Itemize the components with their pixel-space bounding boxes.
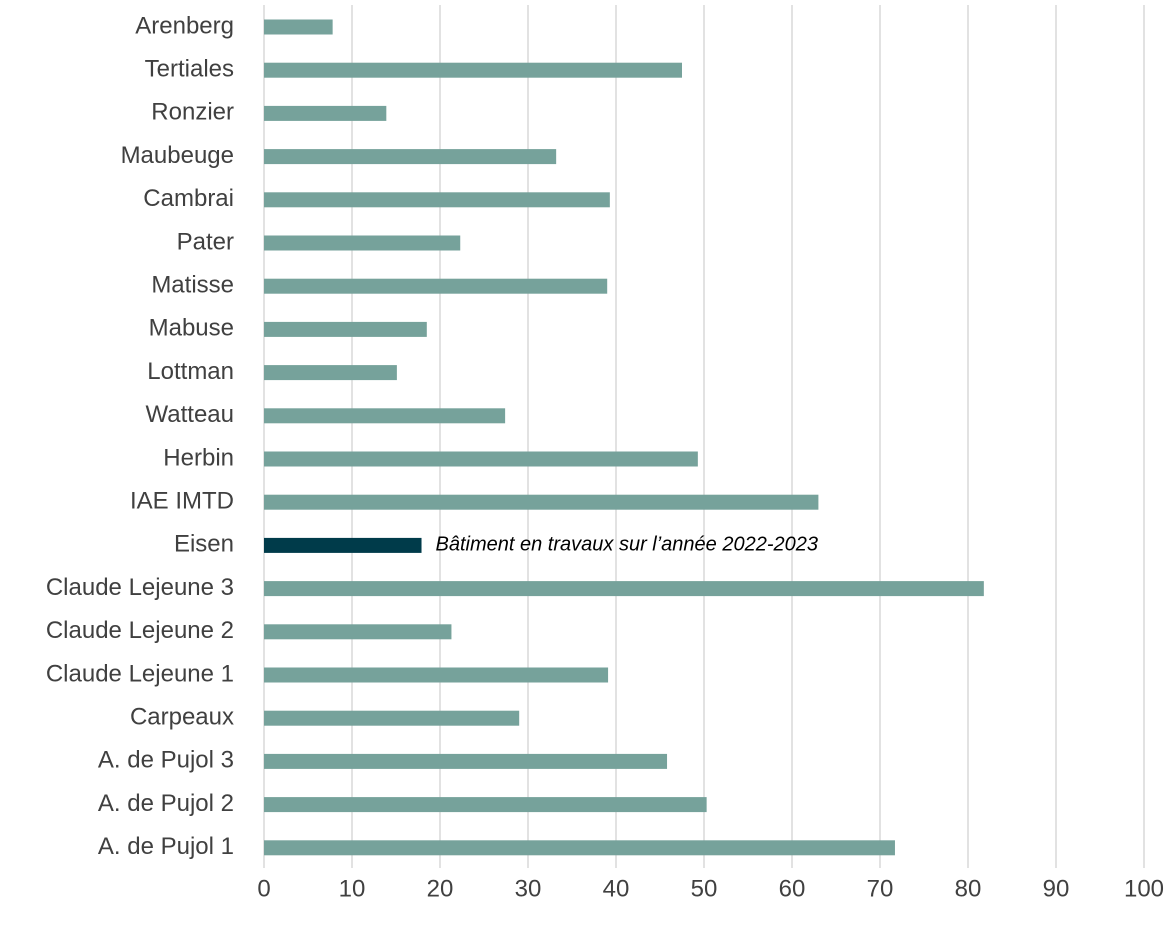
y-tick-label: Eisen: [174, 531, 234, 558]
y-tick-label: Watteau: [146, 401, 235, 428]
bar: [264, 581, 984, 597]
bar: [264, 62, 682, 78]
y-tick-label: Herbin: [163, 444, 234, 471]
y-tick-label: A. de Pujol 2: [98, 790, 234, 817]
x-tick-label: 40: [603, 875, 630, 902]
bar: [264, 192, 610, 208]
x-tick-label: 90: [1043, 875, 1070, 902]
bar: [264, 624, 452, 640]
y-tick-label: Claude Lejeune 1: [46, 660, 234, 687]
bar: [264, 235, 461, 251]
x-tick-label: 0: [257, 875, 270, 902]
y-tick-label: Ronzier: [151, 99, 234, 126]
y-tick-label: IAE IMTD: [130, 488, 234, 515]
x-tick-label: 50: [691, 875, 718, 902]
bar: [264, 451, 698, 467]
x-tick-label: 20: [427, 875, 454, 902]
bar: [264, 365, 397, 381]
bar: [264, 149, 557, 165]
bar: [264, 321, 427, 337]
bar: [264, 710, 520, 726]
y-tick-label: Claude Lejeune 2: [46, 617, 234, 644]
y-tick-label: A. de Pujol 3: [98, 747, 234, 774]
bar: [264, 19, 333, 35]
x-tick-label: 10: [339, 875, 366, 902]
bar: [264, 408, 506, 424]
y-tick-label: Lottman: [147, 358, 234, 385]
x-tick-label: 60: [779, 875, 806, 902]
y-tick-label: Pater: [177, 228, 234, 255]
y-tick-label: Cambrai: [143, 185, 234, 212]
bar: [264, 797, 707, 813]
bar: [264, 667, 609, 683]
bar: [264, 278, 608, 294]
y-tick-label: Matisse: [151, 272, 234, 299]
bar: [264, 105, 387, 121]
x-tick-label: 80: [955, 875, 982, 902]
y-tick-label: A. de Pujol 1: [98, 833, 234, 860]
y-tick-label: Tertiales: [145, 56, 234, 83]
x-tick-label: 100: [1124, 875, 1164, 902]
y-tick-label: Carpeaux: [130, 704, 234, 731]
y-tick-label: Mabuse: [149, 315, 234, 342]
bar: [264, 494, 819, 510]
x-tick-label: 30: [515, 875, 542, 902]
x-tick-label: 70: [867, 875, 894, 902]
y-tick-label: Arenberg: [135, 12, 234, 39]
y-tick-label: Claude Lejeune 3: [46, 574, 234, 601]
bar: [264, 753, 668, 769]
annotation: Bâtiment en travaux sur l’année 2022-202…: [436, 534, 818, 556]
bar: [264, 537, 422, 553]
y-tick-label: Maubeuge: [121, 142, 234, 169]
bar: [264, 840, 895, 856]
